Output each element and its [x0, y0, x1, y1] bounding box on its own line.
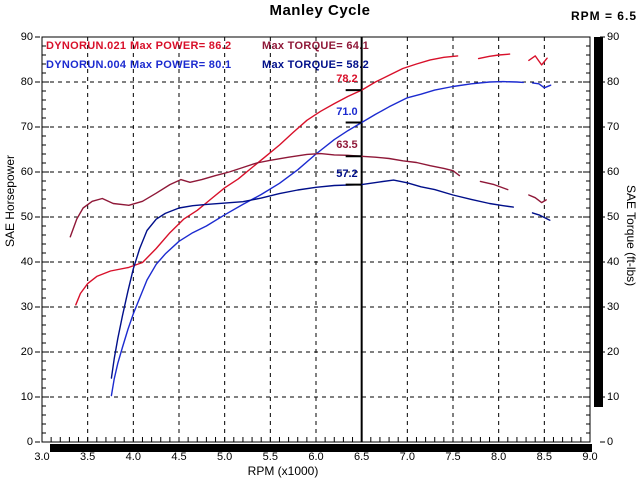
curve-dynorun-021-torque-ft-lbs- [479, 180, 509, 191]
y-tick-label-right: 70 [607, 121, 620, 133]
curve-dynorun-004-power-sae-hp- [531, 82, 552, 89]
curve-dynorun-004-power-sae-hp- [110, 80, 524, 397]
x-tick-label: 7.0 [399, 451, 415, 463]
x-tick-label: 8.0 [491, 451, 507, 463]
y-tick-label-left: 10 [20, 391, 33, 403]
legend-run1-torque: Max TORQUE= 64.1 [262, 40, 370, 52]
curve-dynorun-004-torque-ft-lbs- [110, 179, 514, 379]
legend-run1-power: Max POWER= 86.2 [130, 40, 232, 52]
cursor-value-annotation: 57.2 [336, 167, 358, 180]
cursor-value-annotation: 78.2 [336, 73, 358, 86]
y-tick-label-right: 20 [607, 346, 620, 358]
y-tick-label-left: 0 [26, 436, 33, 448]
cursor-value-annotation: 63.5 [336, 139, 358, 152]
x-tick-label: 9.0 [582, 451, 598, 463]
cursor-value-annotation: 71.0 [336, 105, 358, 118]
y-tick-label-right: 60 [607, 166, 620, 178]
y-tick-label-right: 40 [607, 256, 620, 268]
curve-dynorun-021-power-sae-hp- [477, 53, 511, 60]
legend-run1-file: DYNORUN.021 [46, 40, 127, 52]
x-tick-label: 7.5 [445, 451, 461, 463]
x-tick-label: 6.0 [308, 451, 324, 463]
x-tick-label: 5.0 [217, 451, 233, 463]
y-tick-label-right: 50 [607, 211, 620, 223]
y-tick-label-right: 90 [607, 31, 620, 43]
value-range-slider[interactable] [594, 37, 603, 407]
x-tick-label: 8.5 [536, 451, 552, 463]
curve-dynorun-021-torque-ft-lbs- [69, 152, 461, 238]
x-tick-label: 6.5 [354, 451, 370, 463]
x-tick-label: 3.0 [34, 451, 50, 463]
rpm-cursor-label: RPM = 6.5 [570, 9, 637, 23]
y-tick-label-left: 50 [20, 211, 33, 223]
legend-run2-torque: Max TORQUE= 58.2 [262, 59, 370, 71]
curve-dynorun-021-power-sae-hp- [528, 55, 548, 66]
y-tick-label-right: 0 [607, 436, 614, 448]
y-tick-label-left: 80 [20, 76, 33, 88]
page-title: Manley Cycle [269, 2, 371, 19]
y-tick-label-right: 30 [607, 301, 620, 313]
y-tick-label-right: 10 [607, 391, 620, 403]
rpm-range-slider[interactable] [50, 444, 592, 452]
y-tick-label-left: 30 [20, 301, 33, 313]
curve-dynorun-021-torque-ft-lbs- [528, 194, 547, 204]
x-tick-label: 5.5 [262, 451, 278, 463]
y-tick-label-left: 40 [20, 256, 33, 268]
x-tick-label: 4.5 [171, 451, 187, 463]
legend-run2-file: DYNORUN.004 [46, 59, 127, 71]
y-tick-label-left: 90 [20, 31, 33, 43]
y-tick-label-left: 60 [20, 166, 33, 178]
x-tick-label: 3.5 [80, 451, 96, 463]
legend-run2-power: Max POWER= 80.1 [130, 59, 232, 71]
x-tick-label: 4.0 [125, 451, 141, 463]
y-tick-label-left: 70 [20, 121, 33, 133]
y-axis-title-torque: SAE Torque (ft-lbs) [624, 185, 638, 287]
y-tick-label-left: 20 [20, 346, 33, 358]
curve-dynorun-004-torque-ft-lbs- [531, 212, 551, 221]
x-axis-title-rpm: RPM (x1000) [247, 464, 319, 478]
y-tick-label-right: 80 [607, 76, 620, 88]
